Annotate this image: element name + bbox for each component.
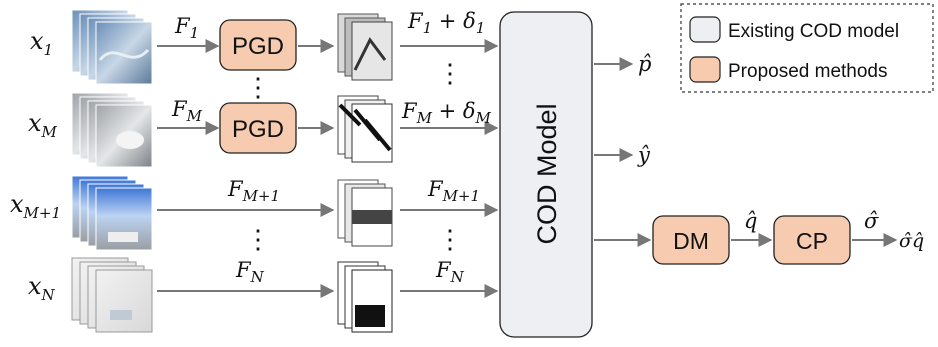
output-p-hat: p̂ bbox=[638, 52, 651, 76]
feature-map-stack-N bbox=[337, 261, 393, 333]
legend-swatch-proposed bbox=[689, 56, 721, 83]
feature-map-stack-M1 bbox=[337, 179, 393, 247]
pgd-block-top: PGD bbox=[219, 19, 297, 71]
perturbed-label-N: FN bbox=[435, 258, 465, 286]
ellipsis-pgd: ⋮ bbox=[245, 73, 271, 103]
image-stack-xM1 bbox=[71, 175, 153, 251]
feature-map-stack-M bbox=[337, 95, 393, 163]
svg-text:PGD: PGD bbox=[232, 116, 284, 143]
feature-map-stack-1 bbox=[337, 13, 393, 81]
output-sigma-q-hat: σ̂q̂ bbox=[899, 230, 924, 252]
label-q-hat: q̂ bbox=[744, 209, 757, 233]
cp-block: CP bbox=[773, 215, 851, 265]
perturbed-label-1: F1 + δ1 bbox=[407, 9, 485, 37]
input-label-x1: x1 bbox=[30, 27, 53, 59]
legend: Existing COD model Proposed methods bbox=[680, 3, 934, 93]
label-sigma-hat: σ̂ bbox=[864, 209, 879, 233]
svg-text:CP: CP bbox=[796, 228, 828, 254]
input-label-xM1: xM+1 bbox=[10, 190, 61, 222]
image-stack-x1 bbox=[71, 9, 153, 85]
input-label-xM: xM bbox=[28, 109, 58, 141]
image-stack-xN bbox=[71, 257, 153, 333]
feature-label-F1: F1 bbox=[174, 14, 199, 42]
output-y-hat: ŷ bbox=[637, 143, 651, 167]
dm-block: DM bbox=[652, 215, 730, 265]
perturbed-label-M: FM + δM bbox=[401, 99, 492, 127]
legend-label-proposed: Proposed methods bbox=[728, 61, 888, 82]
ellipsis-perturbed-bottom: ⋮ bbox=[437, 225, 463, 255]
perturbed-label-M1: FM+1 bbox=[427, 177, 480, 205]
cod-model-block: COD Model bbox=[499, 11, 593, 338]
ellipsis-inputs: ⋮ bbox=[245, 225, 271, 255]
ellipsis-perturbed-top: ⋮ bbox=[437, 59, 463, 89]
svg-text:DM: DM bbox=[673, 228, 709, 254]
legend-label-existing: Existing COD model bbox=[728, 21, 899, 42]
image-stack-xM bbox=[71, 92, 153, 168]
svg-text:PGD: PGD bbox=[232, 33, 284, 60]
svg-text:COD Model: COD Model bbox=[532, 103, 562, 244]
legend-swatch-existing bbox=[689, 16, 721, 43]
feature-label-FM: FM bbox=[171, 97, 203, 125]
input-label-xN: xN bbox=[28, 272, 56, 304]
pgd-block-bottom: PGD bbox=[219, 102, 297, 154]
feature-label-FN: FN bbox=[235, 258, 265, 286]
feature-label-FM1: FM+1 bbox=[227, 177, 280, 205]
